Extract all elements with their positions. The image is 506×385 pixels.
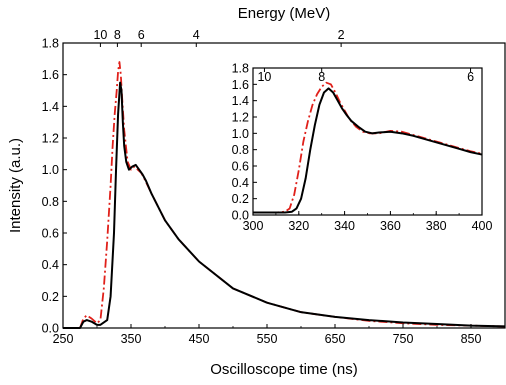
main-x-tick-label: 350 (121, 332, 142, 346)
main-plot: 250 350 450 550 650 750 850 0.0 0.2 0.4 0.6 0.8 1.0… (7, 5, 506, 378)
main-top-tick-label: 6 (138, 28, 145, 42)
main-plot-frame (62, 42, 506, 329)
main-y-tick-label: 1.0 (42, 163, 59, 177)
inset-y-tick-label: 0.4 (232, 176, 249, 190)
main-y-tick-label: 1.8 (42, 37, 59, 51)
main-x-axis: 250 350 450 550 650 750 850 (53, 324, 506, 346)
inset-y-tick-label: 0.0 (232, 209, 249, 223)
main-top-tick-label: 4 (193, 28, 200, 42)
main-x-tick-label: 550 (257, 332, 278, 346)
inset-series-line-red (253, 81, 483, 214)
inset-series-line-black (253, 87, 483, 214)
inset-y-axis: 0.0 0.2 0.4 0.6 0.8 1.0 1.2 1.4 1.6 1.8 (232, 62, 257, 223)
main-y-tick-label: 1.2 (42, 132, 59, 146)
main-y-tick-label: 0.4 (42, 258, 59, 272)
top-axis-title: Energy (MeV) (238, 5, 331, 22)
main-y-tick-label: 0.6 (42, 227, 59, 241)
inset-y-tick-label: 1.0 (232, 127, 249, 141)
main-top-tick-label: 8 (114, 28, 121, 42)
inset-x-tick-label: 300 (243, 219, 264, 233)
main-top-tick-label: 2 (338, 28, 345, 42)
inset-x-tick-label: 360 (380, 219, 401, 233)
inset-top-energy-axis: 10 8 6 (257, 68, 474, 84)
inset-top-tick-label: 8 (318, 70, 325, 84)
main-top-energy-axis: 10 8 6 4 2 (93, 28, 345, 47)
main-x-tick-label: 250 (53, 332, 74, 346)
main-y-tick-label: 1.4 (42, 100, 59, 114)
inset-y-tick-label: 1.2 (232, 111, 249, 125)
main-y-tick-label: 0.8 (42, 195, 59, 209)
inset-series-group (253, 81, 483, 214)
main-y-axis: 0.0 0.2 0.4 0.6 0.8 1.0 1.2 1.4 1.6 1.8 (42, 37, 67, 336)
inset-y-tick-label: 1.4 (232, 94, 249, 108)
main-series-group (63, 61, 506, 329)
inset-top-tick-label: 6 (467, 70, 474, 84)
main-y-tick-label: 0.0 (42, 322, 59, 336)
inset-top-tick-label: 10 (257, 70, 271, 84)
main-y-tick-label: 0.2 (42, 290, 59, 304)
inset-y-tick-label: 0.8 (232, 143, 249, 157)
main-y-tick-label: 1.6 (42, 68, 59, 82)
inset-y-tick-label: 1.8 (232, 62, 249, 76)
main-series-line-black (63, 81, 506, 329)
y-axis-title: Intensity (a.u.) (7, 138, 24, 233)
inset-y-tick-label: 0.6 (232, 160, 249, 174)
inset-background (253, 68, 482, 215)
inset-x-tick-label: 400 (472, 219, 493, 233)
main-x-tick-label: 450 (189, 332, 210, 346)
x-axis-title: Oscilloscope time (ns) (210, 361, 358, 378)
main-top-tick-label: 10 (93, 28, 107, 42)
main-x-tick-label: 750 (393, 332, 414, 346)
inset-x-tick-label: 340 (334, 219, 355, 233)
inset-x-axis: 300 320 340 360 380 400 (243, 211, 493, 233)
main-x-tick-label: 850 (461, 332, 482, 346)
inset-x-tick-label: 380 (426, 219, 447, 233)
inset-plot: 300 320 340 360 380 400 0.0 0.2 0.4 0.6 0.8 1.0 1.2… (232, 62, 493, 234)
inset-y-tick-label: 0.2 (232, 192, 249, 206)
main-x-tick-label: 650 (325, 332, 346, 346)
inset-x-tick-label: 320 (288, 219, 309, 233)
inset-y-tick-label: 1.6 (232, 78, 249, 92)
